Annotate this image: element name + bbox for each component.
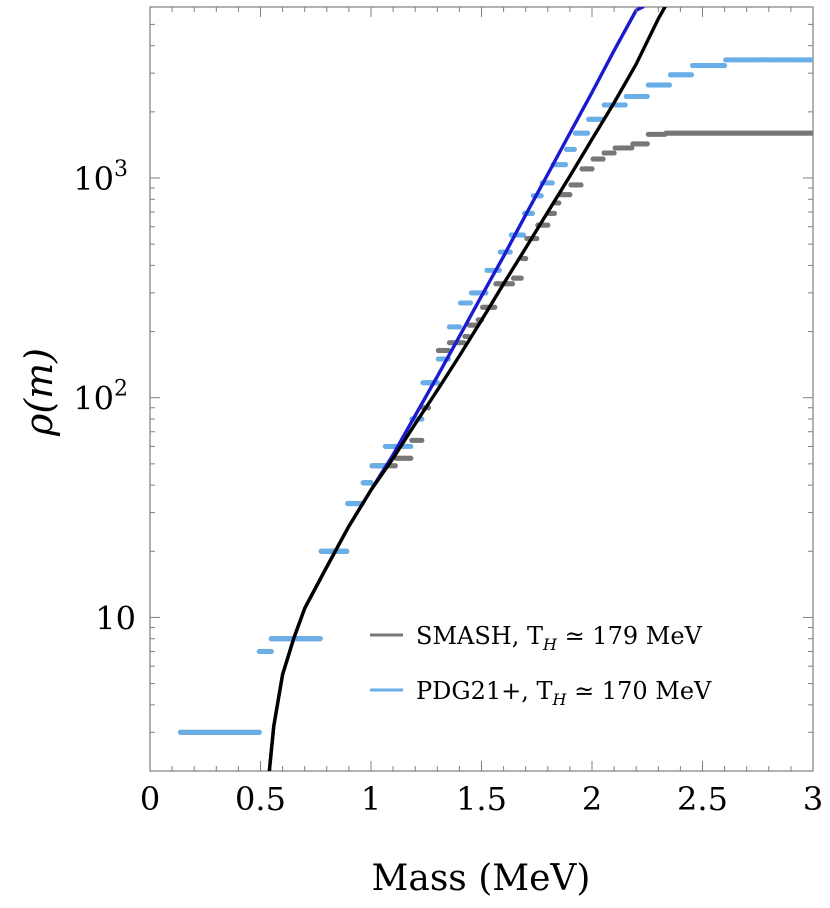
series-1 (177, 57, 813, 735)
y-tick-label: 102 (73, 377, 128, 418)
data-point (419, 437, 425, 443)
series-3 (267, 7, 667, 771)
data-point (467, 300, 474, 306)
y-tick-label: 10 (95, 599, 136, 637)
data-point (810, 130, 813, 136)
plot-frame (149, 6, 814, 772)
data-point (317, 636, 323, 642)
data-point (666, 82, 672, 88)
data-point (538, 193, 544, 199)
data-point (523, 255, 529, 262)
data-point (509, 281, 516, 287)
x-tick-label: 1.5 (456, 780, 507, 818)
data-point (644, 93, 650, 100)
x-tick-label: 1 (361, 780, 381, 818)
data-point (629, 145, 635, 151)
data-point (268, 648, 274, 655)
data-point (578, 182, 584, 188)
y-tick-label: 103 (73, 157, 128, 198)
data-point (622, 102, 628, 108)
legend-label: PDG21+, TH ≃ 170 MeV (416, 677, 712, 709)
data-point (611, 150, 617, 156)
data-point (408, 455, 414, 461)
data-point (600, 156, 606, 162)
data-point (492, 304, 498, 310)
data-point (810, 57, 813, 63)
y-tick-labels: 10 102 103 (73, 157, 136, 637)
data-point (562, 162, 569, 168)
data-point (518, 275, 524, 281)
data-point (571, 146, 577, 152)
series-layer (177, 7, 813, 771)
x-tick-label: 0 (140, 780, 160, 818)
data-point (556, 200, 562, 206)
data-point (529, 210, 535, 216)
data-point (584, 130, 591, 136)
legend-label: SMASH, TH ≃ 179 MeV (416, 622, 703, 654)
x-axis-label: Mass (MeV) (372, 858, 591, 899)
x-tick-label: 2 (582, 780, 602, 818)
data-point (644, 141, 650, 147)
fit-curve (267, 7, 645, 771)
data-point (256, 729, 262, 735)
fit-curve (267, 7, 667, 771)
data-point (456, 324, 462, 330)
data-point (551, 210, 558, 216)
data-point (534, 235, 540, 242)
data-point (408, 443, 414, 450)
plot-border (149, 6, 814, 772)
data-point (722, 62, 728, 69)
y-axis-label: ρ(m) (17, 348, 61, 437)
x-tick-labels: 0 0.5 1 1.5 2 2.5 3 (140, 780, 823, 818)
data-point (520, 232, 527, 238)
data-point (549, 180, 555, 186)
data-point (545, 222, 551, 228)
tick-layer (149, 6, 814, 772)
x-tick-label: 0.5 (235, 780, 286, 818)
data-point (507, 249, 513, 255)
data-point (567, 192, 573, 198)
data-point (688, 72, 695, 78)
legend: SMASH, TH ≃ 179 MeV PDG21+, TH ≃ 170 MeV (370, 622, 712, 709)
data-point (589, 166, 595, 172)
data-point (392, 463, 398, 469)
data-point (344, 548, 350, 554)
series-2 (267, 7, 645, 771)
data-point (368, 480, 374, 486)
x-tick-label: 2.5 (677, 780, 728, 818)
x-tick-label: 3 (803, 780, 823, 818)
